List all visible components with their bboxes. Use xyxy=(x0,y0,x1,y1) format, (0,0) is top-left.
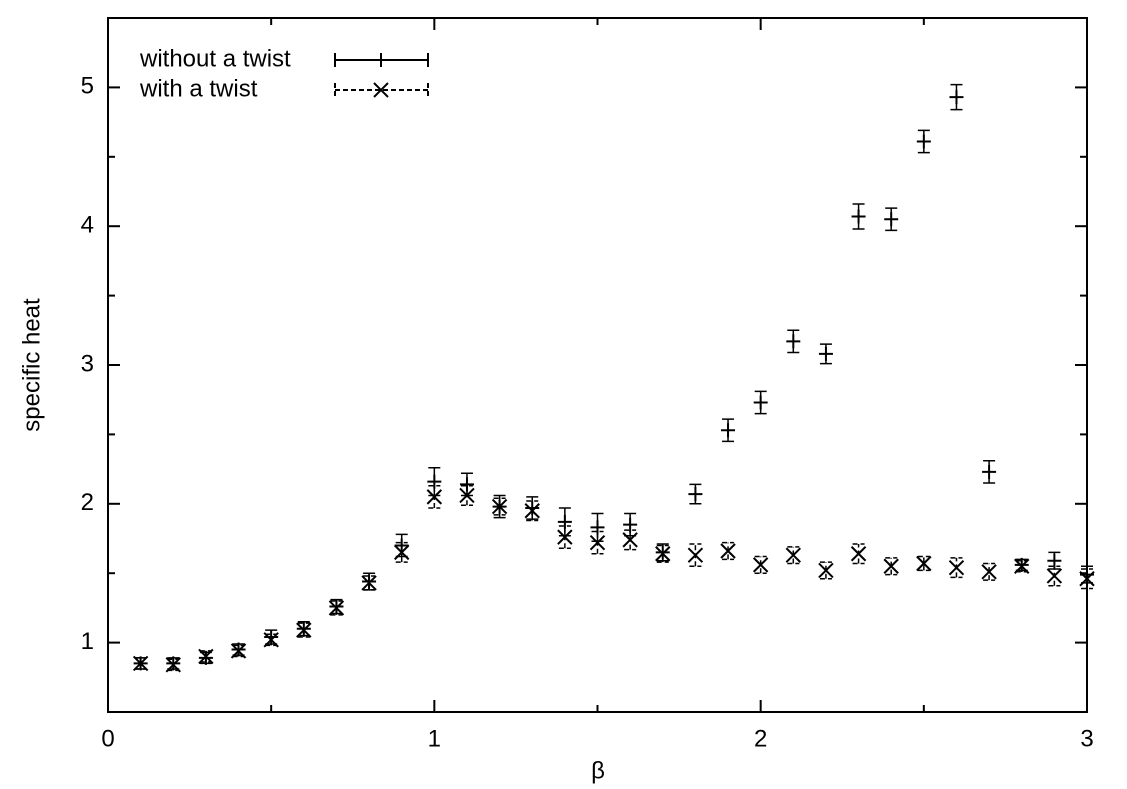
point xyxy=(590,520,605,535)
point xyxy=(328,600,345,616)
point xyxy=(459,487,475,504)
point xyxy=(949,90,964,105)
legend-marker xyxy=(373,82,389,98)
y-tick-label: 3 xyxy=(81,350,94,377)
y-tick-label: 4 xyxy=(81,212,94,239)
error-bar xyxy=(134,657,147,670)
point xyxy=(720,543,736,559)
x-tick-label: 2 xyxy=(754,725,767,752)
point xyxy=(427,474,442,489)
point xyxy=(393,544,410,561)
error-bar xyxy=(167,658,180,672)
point xyxy=(165,657,181,673)
point xyxy=(883,558,899,574)
x-axis-label: β xyxy=(591,757,605,784)
point xyxy=(687,547,704,563)
error-bar xyxy=(232,644,245,658)
y-tick-label: 5 xyxy=(81,73,94,100)
point xyxy=(786,334,801,349)
point xyxy=(851,209,866,224)
point xyxy=(981,564,997,580)
point xyxy=(752,557,769,573)
y-tick-label: 2 xyxy=(81,489,94,516)
error-bar xyxy=(363,575,376,591)
point xyxy=(557,529,573,545)
point xyxy=(557,514,572,529)
point xyxy=(1046,568,1063,584)
point xyxy=(132,655,149,672)
point xyxy=(1014,558,1030,574)
error-bar xyxy=(330,600,343,616)
point xyxy=(361,575,377,591)
point xyxy=(916,555,932,572)
point xyxy=(948,559,965,576)
point xyxy=(491,498,508,515)
point xyxy=(1079,571,1095,587)
point xyxy=(818,346,833,361)
point xyxy=(623,517,638,532)
point xyxy=(818,562,834,579)
point xyxy=(753,395,768,410)
point xyxy=(426,489,443,505)
point xyxy=(524,503,540,519)
error-bar xyxy=(917,555,930,572)
plot-frame xyxy=(107,17,1088,713)
point xyxy=(785,547,802,563)
legend-sample xyxy=(334,83,429,97)
point xyxy=(263,632,279,648)
point xyxy=(1047,553,1062,568)
point xyxy=(721,423,736,438)
y-axis-label: specific heat xyxy=(18,298,45,432)
y-tick-label: 1 xyxy=(81,628,94,655)
point xyxy=(688,487,703,502)
legend-label: without a twist xyxy=(139,45,291,72)
point xyxy=(884,212,899,227)
point xyxy=(230,643,247,659)
point xyxy=(622,532,638,548)
legend-marker xyxy=(374,53,388,67)
x-tick-label: 1 xyxy=(428,725,441,752)
legend-label: with a twist xyxy=(139,75,258,102)
point xyxy=(655,546,671,562)
point xyxy=(589,534,606,551)
error-bar xyxy=(265,633,278,647)
point xyxy=(916,134,931,149)
point xyxy=(198,648,214,665)
error-bar xyxy=(297,622,310,638)
point xyxy=(982,464,997,479)
x-tick-label: 3 xyxy=(1080,725,1093,752)
error-bar xyxy=(199,650,212,663)
error-bar xyxy=(1015,559,1028,573)
x-tick-label: 0 xyxy=(101,725,114,752)
point xyxy=(850,546,867,562)
point xyxy=(296,622,312,638)
